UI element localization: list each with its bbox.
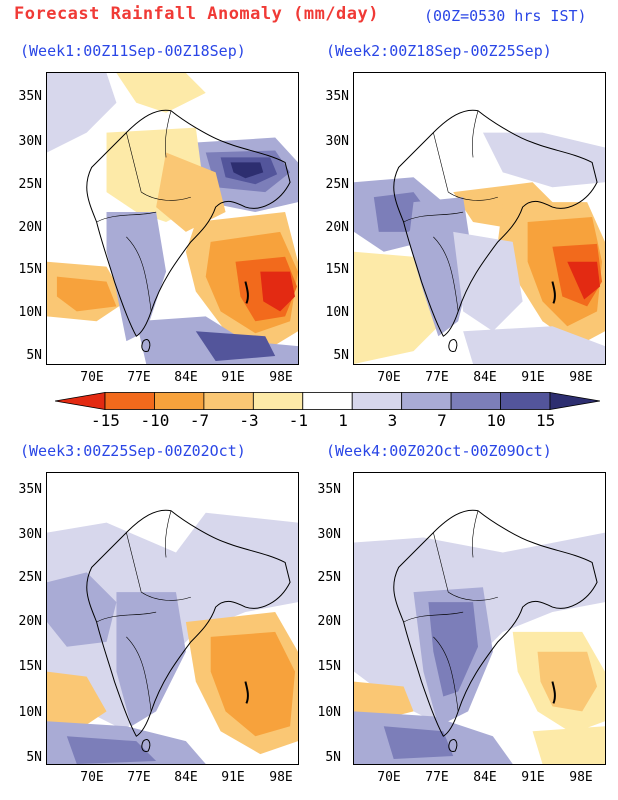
colorbar	[54, 392, 601, 410]
colorbar-bin	[450, 392, 501, 410]
colorbar-bin	[252, 392, 304, 410]
lon-tick: 84E	[473, 370, 497, 385]
lat-tick: 30N	[317, 527, 341, 542]
lat-tick: 25N	[18, 570, 42, 585]
colorbar-bin	[549, 392, 601, 410]
colorbar-bin	[351, 392, 403, 410]
lon-tick: 70E	[80, 370, 104, 385]
lat-tick: 20N	[317, 614, 341, 629]
panel-week3-map	[46, 472, 299, 765]
lat-tick: 30N	[18, 134, 42, 149]
lat-tick: 25N	[325, 177, 349, 192]
lat-tick: 35N	[325, 89, 349, 104]
panel-week3-label: (Week3:00Z25Sep-00Z02Oct)	[20, 442, 246, 460]
colorbar-label: -3	[239, 411, 259, 430]
colorbar-svg	[54, 392, 601, 410]
lat-tick: 15N	[317, 659, 341, 674]
lon-tick: 91E	[521, 370, 545, 385]
colorbar-label: 7	[437, 411, 447, 430]
panel-week1-label: (Week1:00Z11Sep-00Z18Sep)	[20, 42, 246, 60]
lon-tick: 98E	[569, 770, 593, 785]
colorbar-bin	[154, 392, 205, 410]
lon-tick: 70E	[377, 370, 401, 385]
colorbar-bin	[401, 392, 452, 410]
lat-tick: 35N	[18, 482, 42, 497]
colorbar-label: -10	[140, 411, 170, 430]
lon-tick: 98E	[269, 370, 293, 385]
colorbar-bin	[302, 392, 353, 410]
lat-tick: 25N	[18, 177, 42, 192]
lon-tick: 77E	[425, 370, 449, 385]
lat-tick: 35N	[18, 89, 42, 104]
lat-tick: 30N	[325, 134, 349, 149]
panel-week4-label: (Week4:00Z02Oct-00Z09Oct)	[326, 442, 552, 460]
lat-tick: 10N	[18, 705, 42, 720]
panel-week1-map	[46, 72, 299, 365]
colorbar-label: 1	[338, 411, 348, 430]
lat-tick: 20N	[18, 220, 42, 235]
lat-tick: 35N	[317, 482, 341, 497]
lat-tick: 5N	[333, 348, 349, 363]
panel-week4-map	[353, 472, 606, 765]
lat-tick: 25N	[317, 570, 341, 585]
colorbar-label: 10	[486, 411, 506, 430]
lat-tick: 10N	[18, 305, 42, 320]
lat-tick: 15N	[18, 659, 42, 674]
colorbar-label: -7	[189, 411, 210, 430]
lat-tick: 20N	[325, 220, 349, 235]
map-title: Forecast Rainfall Anomaly (mm/day)	[14, 4, 379, 24]
lon-tick: 91E	[521, 770, 545, 785]
lon-tick: 84E	[174, 370, 198, 385]
lat-tick: 5N	[26, 750, 42, 765]
colorbar-bin	[104, 392, 155, 410]
colorbar-bin	[54, 392, 106, 410]
lon-tick: 91E	[221, 770, 245, 785]
lon-tick: 84E	[174, 770, 198, 785]
time-note: (00Z=0530 hrs IST)	[424, 7, 587, 25]
lon-tick: 98E	[569, 370, 593, 385]
lon-tick: 70E	[377, 770, 401, 785]
lat-tick: 30N	[18, 527, 42, 542]
lat-tick: 15N	[18, 262, 42, 277]
lon-tick: 77E	[425, 770, 449, 785]
colorbar-label: -1	[288, 411, 309, 430]
lon-tick: 91E	[221, 370, 245, 385]
lat-tick: 5N	[26, 348, 42, 363]
lat-tick: 10N	[325, 305, 349, 320]
lon-tick: 98E	[269, 770, 293, 785]
panel-week2-map	[353, 72, 606, 365]
lat-tick: 20N	[18, 614, 42, 629]
colorbar-label: 15	[536, 411, 556, 430]
colorbar-bin	[500, 392, 551, 410]
lon-tick: 77E	[127, 370, 151, 385]
panel-week2-label: (Week2:00Z18Sep-00Z25Sep)	[326, 42, 552, 60]
lat-tick: 10N	[317, 705, 341, 720]
colorbar-label: -15	[91, 411, 120, 430]
lon-tick: 84E	[473, 770, 497, 785]
lon-tick: 70E	[80, 770, 104, 785]
colorbar-bin	[203, 392, 254, 410]
colorbar-label: 3	[387, 411, 398, 430]
lat-tick: 15N	[325, 262, 349, 277]
lon-tick: 77E	[127, 770, 151, 785]
lat-tick: 5N	[325, 750, 341, 765]
